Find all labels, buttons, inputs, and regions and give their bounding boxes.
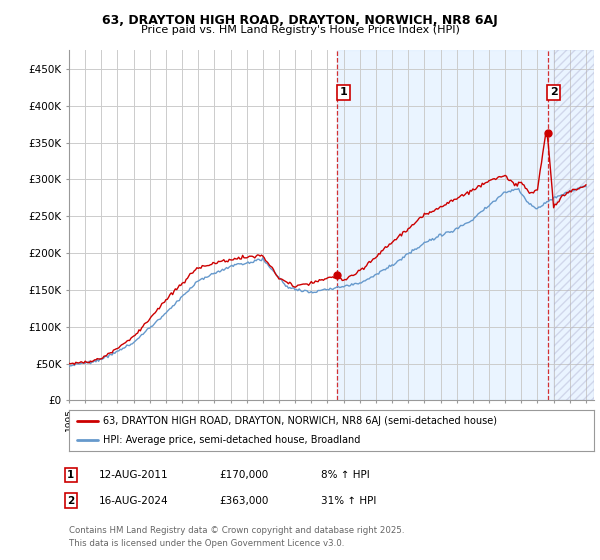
Text: HPI: Average price, semi-detached house, Broadland: HPI: Average price, semi-detached house,… [103,435,361,445]
Text: 63, DRAYTON HIGH ROAD, DRAYTON, NORWICH, NR8 6AJ: 63, DRAYTON HIGH ROAD, DRAYTON, NORWICH,… [102,14,498,27]
Text: 1: 1 [340,87,347,97]
Text: 63, DRAYTON HIGH ROAD, DRAYTON, NORWICH, NR8 6AJ (semi-detached house): 63, DRAYTON HIGH ROAD, DRAYTON, NORWICH,… [103,416,497,426]
Text: 31% ↑ HPI: 31% ↑ HPI [321,496,376,506]
Text: Price paid vs. HM Land Registry's House Price Index (HPI): Price paid vs. HM Land Registry's House … [140,25,460,35]
Text: 2: 2 [67,496,74,506]
Text: Contains HM Land Registry data © Crown copyright and database right 2025.
This d: Contains HM Land Registry data © Crown c… [69,526,404,548]
Text: 1: 1 [67,470,74,480]
Text: 12-AUG-2011: 12-AUG-2011 [99,470,169,480]
Bar [337,50,594,400]
Text: 8% ↑ HPI: 8% ↑ HPI [321,470,370,480]
Text: 2: 2 [550,87,557,97]
Text: £363,000: £363,000 [219,496,268,506]
Text: £170,000: £170,000 [219,470,268,480]
Text: 16-AUG-2024: 16-AUG-2024 [99,496,169,506]
